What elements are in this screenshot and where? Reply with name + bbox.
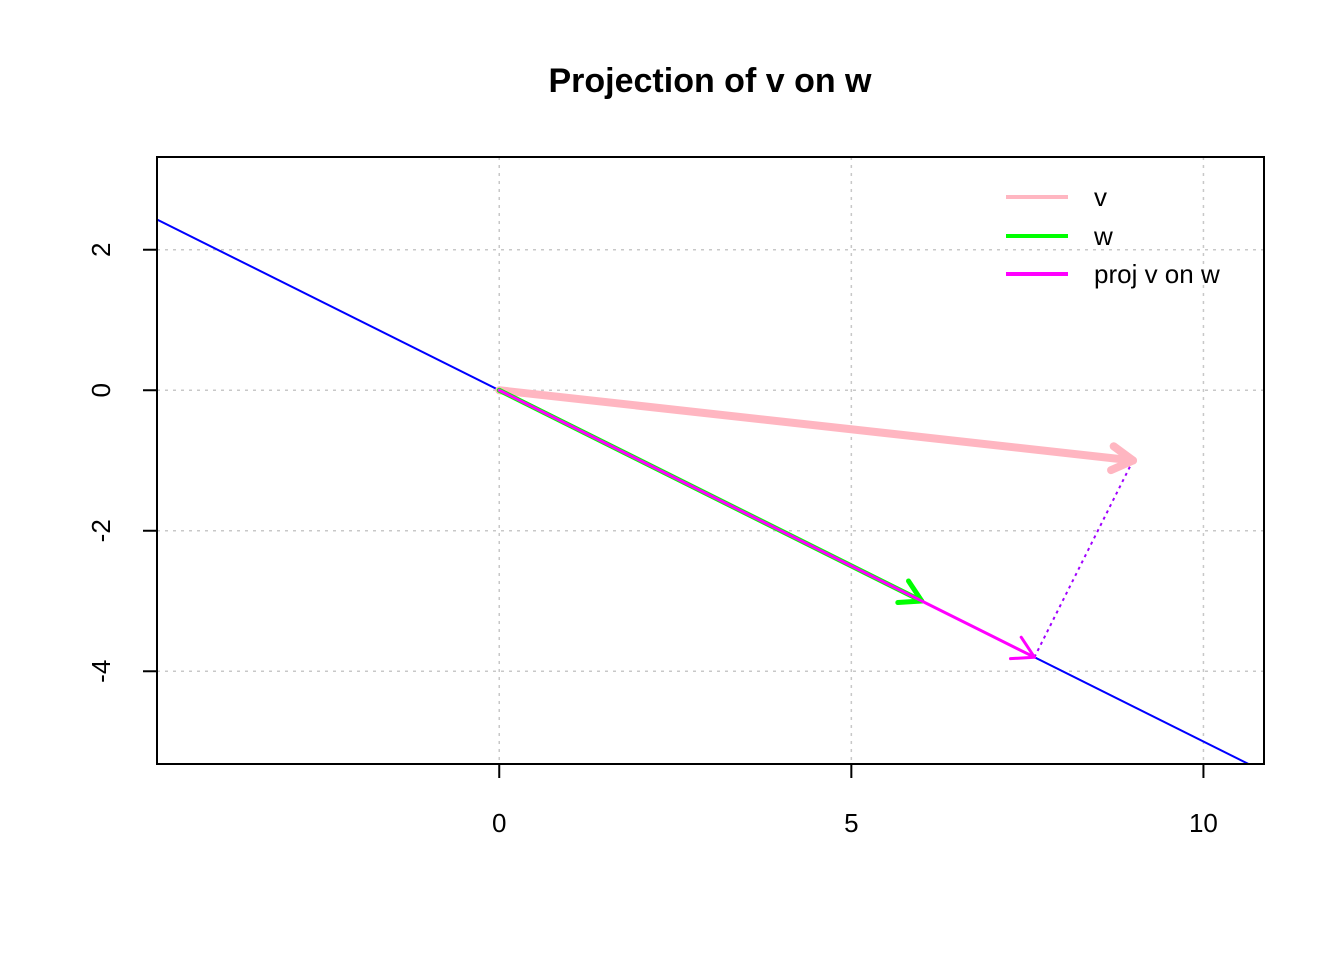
legend-entry: proj v on w bbox=[1006, 259, 1220, 289]
y-tick-label: -2 bbox=[86, 519, 116, 542]
data-layer bbox=[157, 218, 1251, 764]
perpendicular-line bbox=[1033, 460, 1134, 658]
grid bbox=[157, 157, 1264, 764]
x-tick-label: 10 bbox=[1189, 808, 1218, 838]
arrow-proj bbox=[497, 388, 1036, 661]
chart-title: Projection of v on w bbox=[548, 62, 872, 100]
arrow-v-head bbox=[1107, 442, 1138, 475]
legend: vw proj v on w bbox=[1006, 182, 1220, 289]
legend-label: w bbox=[1093, 221, 1113, 251]
x-tick-label: 0 bbox=[492, 808, 506, 838]
y-tick-label: 2 bbox=[86, 243, 116, 257]
arrow-v-shaft bbox=[495, 386, 1138, 465]
y-tick-label: -4 bbox=[86, 660, 116, 683]
legend-label: v bbox=[1094, 182, 1107, 212]
legend-entry: v bbox=[1006, 182, 1107, 212]
axes: 0 5 10 -4 -2 0 2 bbox=[86, 243, 1218, 838]
legend-entry: w bbox=[1006, 221, 1113, 251]
x-tick-label: 5 bbox=[844, 808, 858, 838]
arrow-v bbox=[495, 386, 1138, 475]
arrow-proj-shaft bbox=[497, 388, 1036, 659]
arrow-proj-head bbox=[1008, 635, 1036, 661]
legend-label: proj v on w bbox=[1094, 259, 1220, 289]
y-tick-label: 0 bbox=[86, 383, 116, 397]
